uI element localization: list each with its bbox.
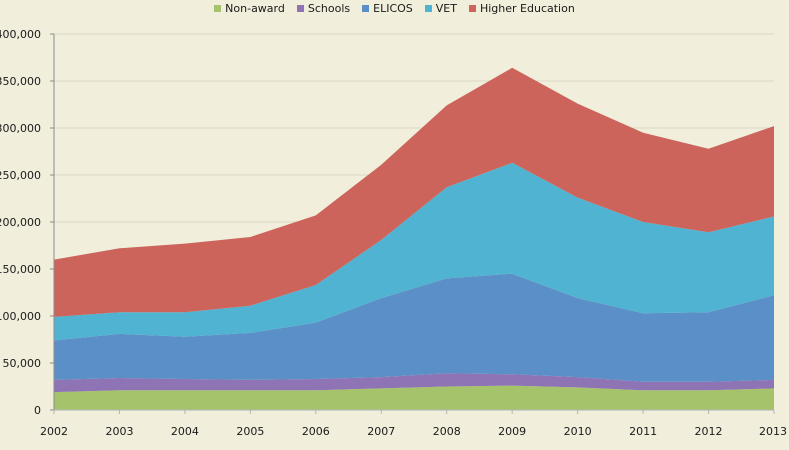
areas: [54, 67, 774, 410]
x-tick-label: 2009: [498, 425, 526, 438]
y-tick-label: 50,000: [3, 357, 42, 370]
area-elicos: [54, 273, 774, 382]
y-tick-label: 150,000: [0, 263, 41, 276]
legend-item: Higher Education: [468, 1, 575, 15]
y-tick-label: 400,000: [0, 28, 41, 41]
legend-swatch: [424, 4, 432, 12]
legend-swatch: [214, 4, 222, 12]
x-tick-label: 2002: [40, 425, 68, 438]
area-non-award: [54, 385, 774, 410]
legend-label: Non-award: [225, 1, 285, 15]
x-tick-label: 2007: [367, 425, 395, 438]
y-tick-label: 100,000: [0, 310, 41, 323]
area-schools: [54, 373, 774, 393]
y-tick-label: 350,000: [0, 75, 41, 88]
legend-swatch: [468, 4, 476, 12]
y-tick-label: 200,000: [0, 216, 41, 229]
legend-item: Non-award: [214, 2, 285, 15]
legend-item: ELICOS: [362, 2, 413, 15]
y-axis-ticks: 0 50,000 100,000 150,000 200,000 250,000 300,0…: [0, 28, 54, 417]
x-tick-label: 2006: [302, 425, 330, 438]
legend-swatch: [296, 4, 304, 12]
legend-label: ELICOS: [373, 1, 413, 15]
x-tick-label: 2003: [105, 425, 133, 438]
y-tick-label: 300,000: [0, 122, 41, 135]
x-tick-label: 2012: [695, 425, 723, 438]
x-axis-ticks: 2002 2003 2004 2005 2006 2007 2008 2009 2010 2011…: [40, 410, 787, 438]
legend-label: Higher Education: [479, 1, 575, 15]
legend-item: VET: [424, 1, 457, 15]
x-tick-label: 2004: [171, 425, 199, 438]
y-tick-label: 0: [34, 404, 41, 417]
legend-item: Schools: [296, 1, 351, 15]
legend-label: VET: [435, 1, 457, 15]
x-tick-label: 2011: [629, 425, 657, 438]
chart-legend: Non-award Schools ELICOS VET Higher Educatio…: [0, 0, 789, 16]
x-tick-label: 2005: [236, 425, 264, 438]
legend-swatch: [362, 4, 370, 12]
x-tick-label: 2010: [564, 425, 592, 438]
x-tick-label: 2013: [759, 425, 787, 438]
area-vet: [54, 162, 774, 341]
y-tick-label: 250,000: [0, 169, 41, 182]
x-tick-label: 2008: [433, 425, 461, 438]
area-higher-education: [54, 67, 774, 317]
legend-label: Schools: [307, 1, 351, 15]
